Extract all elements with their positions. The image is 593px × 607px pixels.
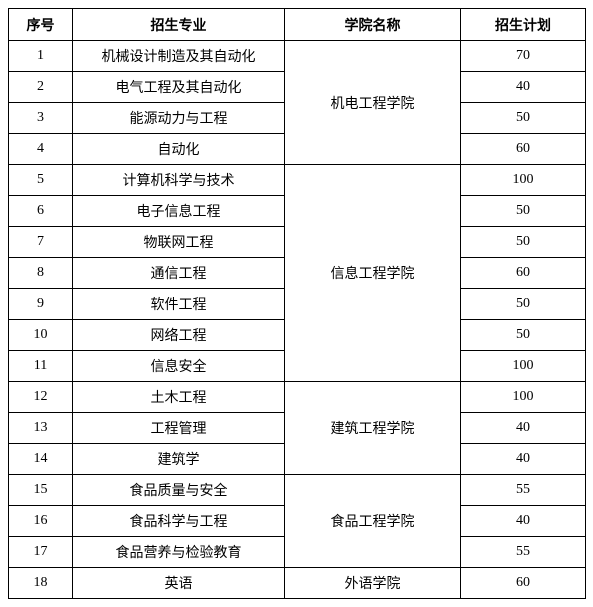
cell-major: 工程管理 — [73, 413, 285, 444]
col-header-plan: 招生计划 — [461, 9, 586, 41]
cell-seq: 6 — [9, 196, 73, 227]
cell-seq: 13 — [9, 413, 73, 444]
cell-seq: 11 — [9, 351, 73, 382]
cell-major: 网络工程 — [73, 320, 285, 351]
table-row: 15 食品质量与安全 食品工程学院 55 — [9, 475, 586, 506]
cell-plan: 40 — [461, 444, 586, 475]
cell-major: 软件工程 — [73, 289, 285, 320]
table-row: 1 机械设计制造及其自动化 机电工程学院 70 — [9, 41, 586, 72]
table-row: 5 计算机科学与技术 信息工程学院 100 — [9, 165, 586, 196]
cell-college: 信息工程学院 — [285, 165, 461, 382]
cell-major: 电子信息工程 — [73, 196, 285, 227]
cell-plan: 55 — [461, 475, 586, 506]
cell-major: 英语 — [73, 568, 285, 599]
col-header-college: 学院名称 — [285, 9, 461, 41]
cell-plan: 50 — [461, 289, 586, 320]
cell-plan: 60 — [461, 568, 586, 599]
cell-plan: 60 — [461, 134, 586, 165]
cell-major: 计算机科学与技术 — [73, 165, 285, 196]
cell-major: 食品质量与安全 — [73, 475, 285, 506]
cell-plan: 50 — [461, 196, 586, 227]
cell-plan: 40 — [461, 72, 586, 103]
cell-seq: 9 — [9, 289, 73, 320]
cell-major: 食品营养与检验教育 — [73, 537, 285, 568]
cell-plan: 40 — [461, 506, 586, 537]
cell-college: 机电工程学院 — [285, 41, 461, 165]
cell-major: 食品科学与工程 — [73, 506, 285, 537]
cell-plan: 100 — [461, 382, 586, 413]
cell-seq: 10 — [9, 320, 73, 351]
cell-plan: 40 — [461, 413, 586, 444]
cell-college: 食品工程学院 — [285, 475, 461, 568]
col-header-major: 招生专业 — [73, 9, 285, 41]
cell-seq: 4 — [9, 134, 73, 165]
cell-seq: 3 — [9, 103, 73, 134]
cell-plan: 60 — [461, 258, 586, 289]
cell-seq: 16 — [9, 506, 73, 537]
cell-major: 机械设计制造及其自动化 — [73, 41, 285, 72]
cell-seq: 7 — [9, 227, 73, 258]
cell-seq: 18 — [9, 568, 73, 599]
cell-major: 能源动力与工程 — [73, 103, 285, 134]
cell-major: 土木工程 — [73, 382, 285, 413]
cell-college: 建筑工程学院 — [285, 382, 461, 475]
cell-seq: 17 — [9, 537, 73, 568]
cell-major: 物联网工程 — [73, 227, 285, 258]
enrollment-table: 序号 招生专业 学院名称 招生计划 1 机械设计制造及其自动化 机电工程学院 7… — [8, 8, 586, 599]
cell-plan: 55 — [461, 537, 586, 568]
cell-seq: 12 — [9, 382, 73, 413]
cell-major: 通信工程 — [73, 258, 285, 289]
cell-seq: 14 — [9, 444, 73, 475]
cell-plan: 50 — [461, 227, 586, 258]
table-row: 12 土木工程 建筑工程学院 100 — [9, 382, 586, 413]
cell-seq: 8 — [9, 258, 73, 289]
cell-plan: 100 — [461, 351, 586, 382]
cell-seq: 2 — [9, 72, 73, 103]
cell-plan: 50 — [461, 320, 586, 351]
cell-plan: 100 — [461, 165, 586, 196]
cell-major: 电气工程及其自动化 — [73, 72, 285, 103]
table-header-row: 序号 招生专业 学院名称 招生计划 — [9, 9, 586, 41]
cell-major: 信息安全 — [73, 351, 285, 382]
cell-seq: 1 — [9, 41, 73, 72]
table-row: 18 英语 外语学院 60 — [9, 568, 586, 599]
cell-seq: 5 — [9, 165, 73, 196]
cell-plan: 50 — [461, 103, 586, 134]
cell-major: 自动化 — [73, 134, 285, 165]
cell-plan: 70 — [461, 41, 586, 72]
cell-college: 外语学院 — [285, 568, 461, 599]
col-header-seq: 序号 — [9, 9, 73, 41]
cell-seq: 15 — [9, 475, 73, 506]
cell-major: 建筑学 — [73, 444, 285, 475]
